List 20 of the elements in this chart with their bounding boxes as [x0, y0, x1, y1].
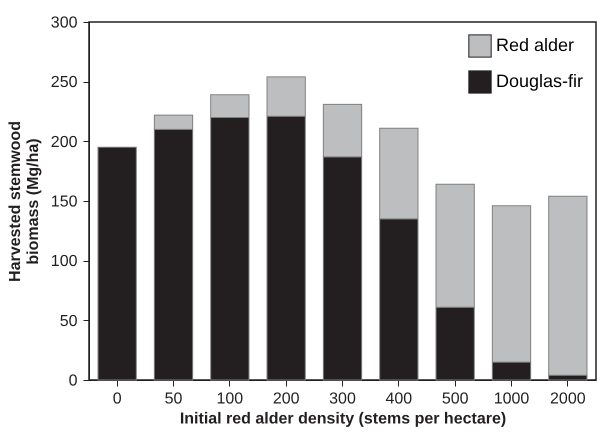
x-tick-label: 200: [272, 390, 300, 408]
x-axis-title: Initial red alder density (stems per hectare): [180, 410, 506, 428]
x-tick-label: 2000: [550, 390, 586, 408]
y-tick-label: 100: [50, 253, 78, 270]
x-tick-label: 1000: [494, 390, 530, 408]
y-axis-title: Harvested stemwood biomass (Mg/ha): [6, 121, 42, 282]
x-tick-label: 0: [112, 390, 122, 408]
x-tick-label: 400: [385, 390, 412, 408]
y-tick-label: 50: [60, 312, 78, 330]
legend-label: Douglas-fir: [496, 71, 584, 91]
x-tick-label: 300: [329, 390, 356, 408]
x-tick-label: 50: [164, 390, 182, 408]
x-tick-label: 100: [216, 390, 244, 408]
legend-label: Red alder: [496, 35, 574, 55]
y-tick-label: 150: [50, 194, 78, 210]
y-tick-label: 200: [50, 134, 78, 151]
x-tick-label: 500: [442, 390, 469, 408]
y-tick-label: 0: [68, 372, 78, 390]
y-tick-label: 300: [50, 14, 78, 32]
y-tick-label: 250: [50, 74, 78, 92]
